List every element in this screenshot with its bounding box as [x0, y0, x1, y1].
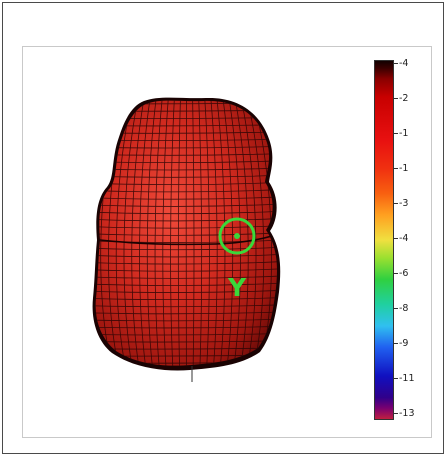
colorbar-tick: [394, 98, 398, 99]
colorbar: [374, 60, 394, 420]
radiation-pattern-3d: [26, 48, 364, 434]
colorbar-tick-label: -9: [399, 338, 408, 349]
colorbar-tick-label: -8: [399, 303, 408, 314]
colorbar-tick: [394, 378, 398, 379]
colorbar-tick-label: -4: [399, 233, 408, 244]
colorbar-tick-label: -11: [399, 373, 415, 384]
colorbar-tick: [394, 203, 398, 204]
colorbar-tick-label: -6: [399, 268, 408, 279]
colorbar-tick-label: -1: [399, 163, 408, 174]
colorbar-tick-label: -1: [399, 128, 408, 139]
colorbar-tick: [394, 308, 398, 309]
colorbar-tick-label: -13: [399, 408, 415, 419]
colorbar-tick: [394, 63, 398, 64]
marker-dot: [234, 233, 240, 239]
colorbar-tick: [394, 413, 398, 414]
colorbar-tick: [394, 273, 398, 274]
colorbar-tick: [394, 168, 398, 169]
colorbar-tick: [394, 343, 398, 344]
colorbar-tick-label: -2: [399, 93, 408, 104]
marker-label: Y: [224, 274, 250, 302]
colorbar-tick: [394, 238, 398, 239]
colorbar-tick-label: -4: [399, 58, 408, 69]
plot-area: [26, 48, 364, 434]
colorbar-tick-label: -3: [399, 198, 408, 209]
colorbar-tick: [394, 133, 398, 134]
